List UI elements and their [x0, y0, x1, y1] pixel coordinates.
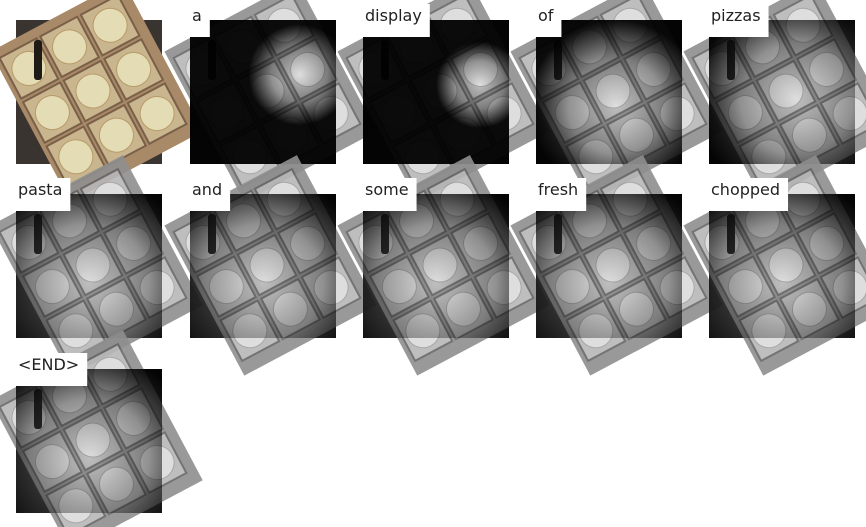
- word-label: chopped: [711, 180, 780, 199]
- word-label: fresh: [538, 180, 578, 199]
- label-box: [363, 178, 417, 211]
- label-box: [363, 4, 430, 37]
- label-box: [536, 4, 562, 37]
- label-box: [709, 178, 789, 211]
- label-box: [190, 178, 231, 211]
- label-box: [16, 353, 88, 386]
- word-label: a: [192, 6, 202, 25]
- word-label: pizzas: [711, 6, 761, 25]
- word-label: some: [365, 180, 409, 199]
- label-box: [709, 4, 769, 37]
- attention-map: [509, 154, 724, 377]
- label-box: [16, 178, 71, 211]
- attention-map: [682, 0, 866, 203]
- word-label: <END>: [18, 355, 79, 374]
- attention-map: [336, 154, 551, 377]
- word-label: of: [538, 6, 554, 25]
- word-label: pasta: [18, 180, 62, 199]
- attention-map: [163, 0, 378, 203]
- word-label: display: [365, 6, 422, 25]
- attention-map: [0, 329, 204, 527]
- attention-map: [163, 154, 378, 377]
- word-label: and: [192, 180, 222, 199]
- attention-map: [0, 154, 204, 377]
- label-box: [190, 4, 210, 37]
- attention-map: [509, 0, 724, 203]
- attention-map: [682, 154, 866, 377]
- label-box: [536, 178, 587, 211]
- attention-map: [336, 0, 551, 203]
